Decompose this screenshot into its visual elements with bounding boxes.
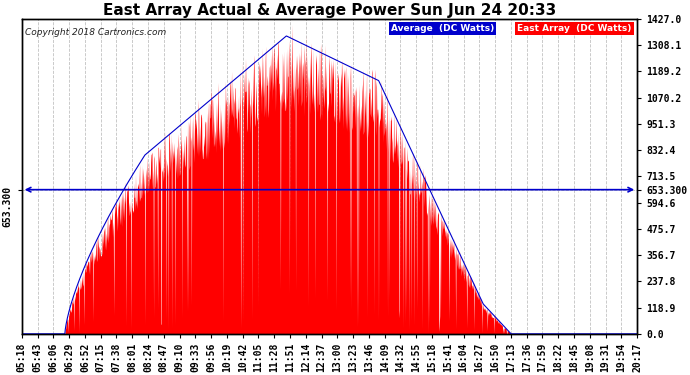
- Text: Copyright 2018 Cartronics.com: Copyright 2018 Cartronics.com: [25, 28, 166, 38]
- Text: East Array  (DC Watts): East Array (DC Watts): [517, 24, 631, 33]
- Title: East Array Actual & Average Power Sun Jun 24 20:33: East Array Actual & Average Power Sun Ju…: [103, 3, 556, 18]
- Text: Average  (DC Watts): Average (DC Watts): [391, 24, 494, 33]
